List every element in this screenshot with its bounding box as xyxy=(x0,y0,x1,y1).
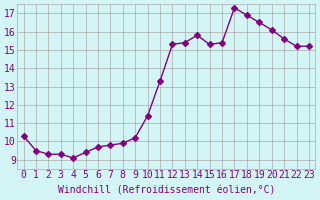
X-axis label: Windchill (Refroidissement éolien,°C): Windchill (Refroidissement éolien,°C) xyxy=(58,186,275,196)
